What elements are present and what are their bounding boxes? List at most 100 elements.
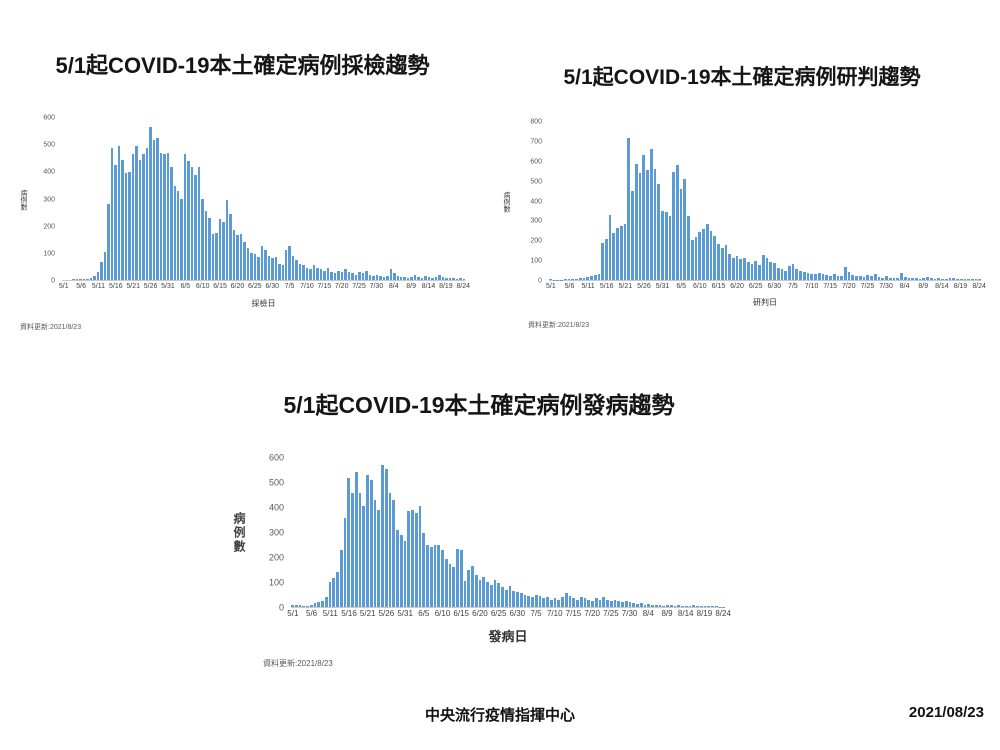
x-tick-label: 5/1	[287, 609, 299, 618]
x-tick-label: 7/10	[546, 609, 563, 618]
update-note: 資料更新:2021/8/23	[528, 322, 590, 329]
bar	[82, 279, 86, 280]
bar	[138, 159, 142, 280]
bar	[452, 278, 455, 280]
bar	[692, 605, 695, 607]
bar	[317, 602, 320, 607]
bar	[399, 534, 403, 607]
x-tick-label: 6/15	[213, 283, 227, 290]
y-tick-label: 500	[268, 477, 284, 488]
bar	[549, 279, 552, 280]
bar	[361, 273, 365, 280]
bar	[587, 599, 590, 607]
bar	[187, 161, 190, 280]
bar	[918, 278, 922, 280]
bar	[482, 577, 485, 607]
bar	[591, 600, 594, 607]
bar	[281, 265, 284, 280]
bar	[86, 278, 89, 280]
update-note: 資料更新:2021/8/23	[263, 659, 333, 668]
bar	[393, 273, 396, 280]
bar	[324, 597, 328, 607]
x-tick-label: 5/6	[306, 609, 318, 618]
bar	[527, 595, 530, 607]
x-tick-label: 5/31	[397, 609, 413, 618]
x-tick-label: 7/10	[300, 283, 314, 290]
bar	[881, 277, 885, 280]
bar	[375, 274, 379, 280]
bar	[379, 275, 382, 280]
bar	[295, 259, 298, 280]
x-tick-label: 6/5	[676, 283, 687, 290]
x-tick-label: 6/10	[434, 609, 451, 618]
bar	[647, 604, 650, 607]
x-tick-label: 6/20	[230, 283, 245, 290]
y-tick-label: 600	[43, 114, 55, 122]
bar	[403, 277, 406, 280]
bar	[583, 598, 587, 607]
bar	[438, 275, 441, 280]
bar	[274, 257, 278, 280]
bar	[414, 512, 418, 607]
bar	[173, 185, 176, 280]
plot-area: 病例數 0 100 200 300 400 500 600 5/1 5/6 5/11 5/16 5/…	[20, 114, 470, 291]
bar	[508, 585, 512, 607]
bar	[333, 273, 337, 280]
bar	[597, 274, 601, 280]
bar	[681, 605, 684, 607]
bar	[232, 230, 236, 280]
bar	[851, 275, 855, 280]
bar	[424, 275, 427, 280]
bars	[62, 118, 466, 280]
bar	[702, 228, 705, 280]
bar	[93, 275, 96, 280]
bar	[96, 271, 100, 280]
bar	[948, 278, 952, 280]
x-tick-label: 5/11	[581, 283, 595, 290]
bar	[672, 172, 675, 280]
bar	[463, 580, 467, 607]
bar	[396, 275, 399, 280]
bar	[309, 269, 312, 280]
bar	[666, 605, 669, 607]
x-tick-label: 7/20	[584, 609, 600, 618]
bar	[519, 593, 523, 607]
bar	[956, 278, 959, 280]
bar	[638, 173, 642, 280]
bar	[347, 271, 351, 280]
x-tick-label: 6/30	[509, 609, 526, 618]
bar	[431, 278, 434, 280]
bar	[617, 600, 620, 607]
x-tick-label: 7/15	[823, 283, 837, 290]
bar	[814, 274, 817, 280]
x-ticks: 5/1 5/6 5/11 5/16 5/21 5/26 5/31 6/5 6/10 6/15 6/2…	[546, 280, 986, 292]
bar	[302, 605, 305, 607]
bar	[406, 277, 410, 280]
bar	[201, 199, 204, 280]
y-tick-label: 400	[530, 198, 542, 205]
bar	[159, 153, 163, 280]
x-tick-label: 7/25	[352, 283, 366, 290]
y-tick-label: 100	[43, 250, 55, 258]
chart-confirmation-trend: 5/1起COVID-19本土確定病例研判趨勢 病例數 0 100 200 300 400…	[503, 65, 986, 330]
x-tick-label: 5/16	[341, 609, 357, 618]
bar	[578, 278, 582, 280]
footer-organization: 中央流行疫情指揮中心	[424, 707, 575, 724]
bar	[516, 592, 519, 607]
bar	[713, 235, 717, 280]
bar	[142, 154, 145, 280]
bar	[649, 148, 653, 280]
bar	[501, 587, 504, 607]
x-tick-label: 7/20	[334, 283, 349, 290]
bar	[885, 276, 888, 280]
x-tick-label: 8/14	[421, 283, 436, 290]
bar	[294, 605, 298, 607]
bar	[264, 250, 267, 280]
bar	[319, 269, 323, 280]
bar	[190, 166, 194, 280]
bar	[538, 595, 542, 607]
bar	[229, 213, 232, 280]
x-tick-label: 5/26	[143, 283, 158, 290]
y-tick-label: 500	[530, 178, 542, 186]
bar	[407, 511, 410, 607]
